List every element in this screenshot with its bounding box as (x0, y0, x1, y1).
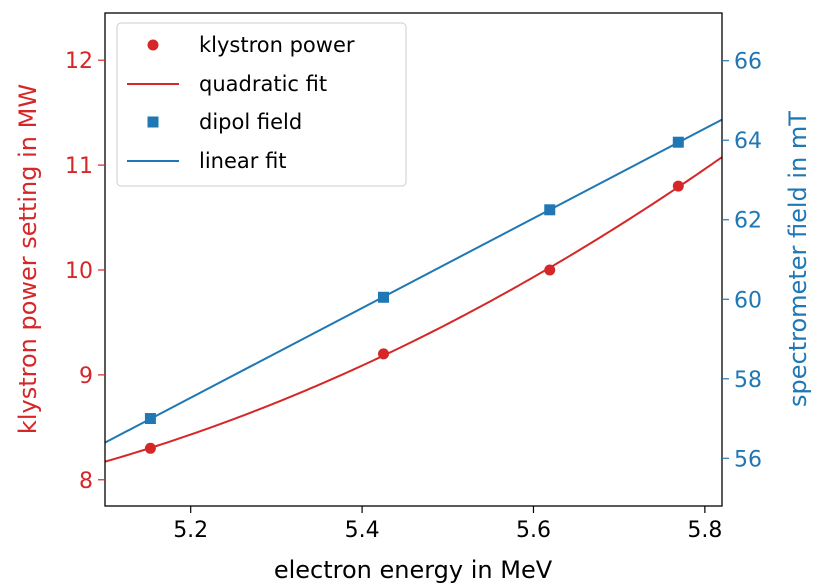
dipol-field-point (544, 204, 556, 216)
plot-content (105, 118, 722, 463)
x-axis-title: electron energy in MeV (274, 556, 553, 584)
left-y-tick-label: 9 (79, 364, 93, 389)
left-y-axis-title: klystron power setting in MW (14, 84, 42, 434)
x-axis: 5.2 5.4 5.6 5.8 (173, 506, 722, 543)
right-y-tick-label: 56 (734, 447, 762, 472)
left-y-axis: 8 9 10 11 12 (65, 49, 105, 494)
legend-label-dipol-field: dipol field (199, 110, 302, 134)
right-y-axis: 56 58 60 62 64 66 (722, 50, 762, 472)
x-tick-label: 5.2 (173, 518, 208, 543)
left-y-tick-label: 8 (79, 469, 93, 494)
legend-marker-klystron-power (147, 39, 159, 51)
legend-box (116, 22, 407, 187)
legend-label-klystron-power: klystron power (199, 33, 355, 57)
quadratic-fit-line (105, 156, 722, 463)
dipol-field-point (378, 291, 390, 303)
right-y-tick-label: 60 (734, 288, 762, 313)
left-y-tick-label: 10 (65, 259, 93, 284)
legend-marker-dipol-field (147, 116, 159, 128)
klystron-power-point (144, 442, 156, 454)
x-tick-label: 5.8 (687, 518, 722, 543)
left-y-tick-label: 11 (65, 154, 93, 179)
dipol-field-point (672, 136, 684, 148)
left-y-tick-label: 12 (65, 49, 93, 74)
klystron-power-point (544, 264, 556, 276)
legend: klystron power quadratic fit dipol field… (116, 22, 407, 187)
plot-frame (104, 12, 723, 507)
klystron-power-point (672, 180, 684, 192)
legend-label-linear-fit: linear fit (199, 149, 287, 173)
klystron-power-point (378, 348, 390, 360)
right-y-tick-label: 66 (734, 50, 762, 75)
right-y-tick-label: 64 (734, 129, 762, 154)
right-y-tick-label: 62 (734, 209, 762, 234)
right-y-tick-label: 58 (734, 368, 762, 393)
linear-fit-line (105, 118, 722, 444)
dipol-field-point (144, 413, 156, 425)
x-tick-label: 5.4 (345, 518, 380, 543)
right-y-axis-title: spectrometer field in mT (784, 111, 812, 407)
legend-label-quadratic-fit: quadratic fit (199, 72, 327, 96)
x-tick-label: 5.6 (516, 518, 551, 543)
